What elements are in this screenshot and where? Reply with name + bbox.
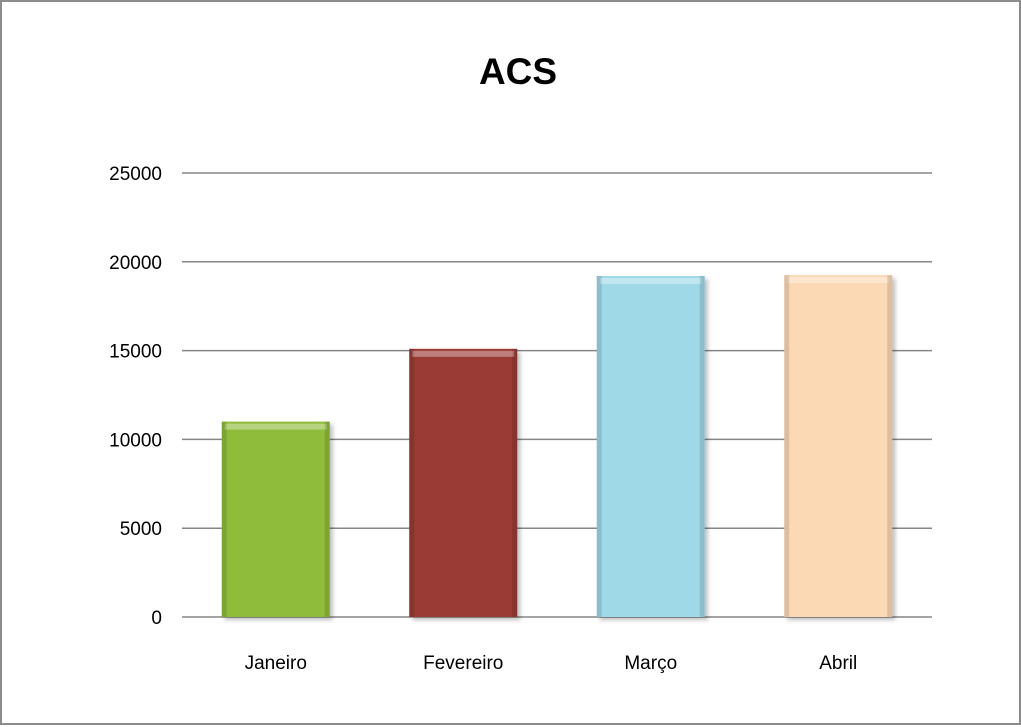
bar-bevel-right xyxy=(324,421,330,617)
x-tick-label: Fevereiro xyxy=(423,653,503,674)
y-tick-label: 20000 xyxy=(109,253,162,274)
bar-bevel-left xyxy=(596,276,602,617)
bar-bevel-top xyxy=(224,423,327,430)
bar-body xyxy=(784,275,893,617)
y-axis-ticks: 0 5000 10000 15000 20000 25000 xyxy=(109,164,162,629)
bar-body xyxy=(409,348,518,617)
bar-body xyxy=(596,276,705,617)
bar-body xyxy=(221,421,330,617)
bar-fevereiro xyxy=(409,348,518,617)
bar-janeiro xyxy=(221,421,330,617)
x-tick-label: Abril xyxy=(819,653,857,674)
bar-bevel-left xyxy=(409,348,415,617)
x-tick-label: Janeiro xyxy=(245,653,307,674)
y-tick-label: 15000 xyxy=(109,342,162,363)
x-tick-label: Março xyxy=(624,653,677,674)
bar-bevel-top xyxy=(599,278,702,285)
y-tick-label: 25000 xyxy=(109,164,162,185)
bar-março xyxy=(596,276,705,617)
y-tick-label: 0 xyxy=(151,608,162,629)
bar-bevel-left xyxy=(784,275,790,617)
bar-bevel-right xyxy=(887,275,893,617)
y-tick-label: 5000 xyxy=(120,519,162,540)
bars xyxy=(221,275,893,617)
bar-abril xyxy=(784,275,893,617)
chart-title: ACS xyxy=(479,51,557,92)
bar-bevel-right xyxy=(699,276,705,617)
bar-bevel-top xyxy=(412,350,515,357)
bar-bevel-top xyxy=(787,277,890,284)
y-tick-label: 10000 xyxy=(109,430,162,451)
bar-bevel-right xyxy=(512,348,518,617)
x-axis-ticks: Janeiro Fevereiro Março Abril xyxy=(245,653,858,674)
bar-bevel-left xyxy=(221,421,227,617)
